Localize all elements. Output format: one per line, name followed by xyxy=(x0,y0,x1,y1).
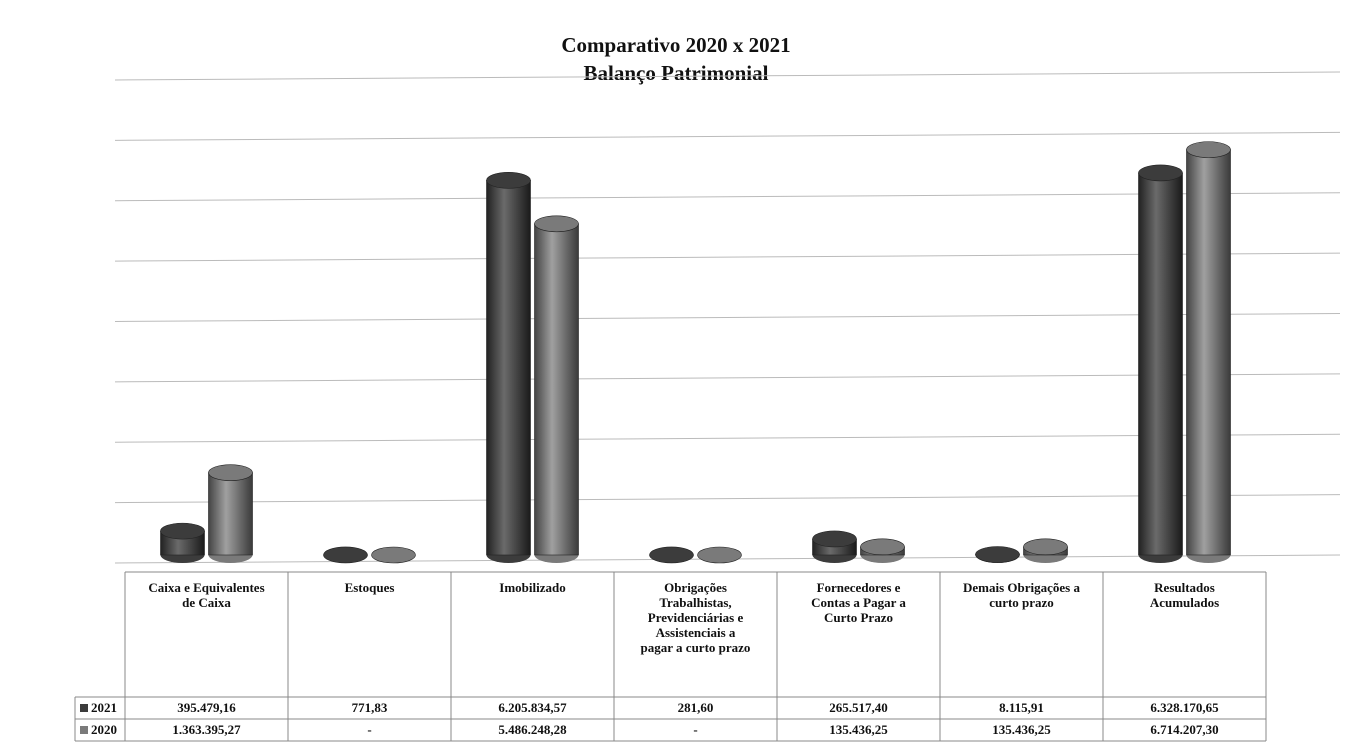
table-cell: 135.436,25 xyxy=(829,722,888,737)
table-cell: 6.714.207,30 xyxy=(1150,722,1218,737)
table-cell: 5.486.248,28 xyxy=(498,722,567,737)
category-label-line: Assistenciais a xyxy=(656,625,736,640)
category-label-line: Imobilizado xyxy=(499,580,565,595)
chart-subtitle: Balanço Patrimonial xyxy=(584,61,769,85)
cylinder-top xyxy=(698,547,742,563)
category-label-line: Contas a Pagar a xyxy=(811,595,906,610)
chart-title: Comparativo 2020 x 2021 xyxy=(561,33,790,57)
table-cell: 8.115,91 xyxy=(999,700,1044,715)
table-cell: 6.328.170,65 xyxy=(1150,700,1219,715)
category-label-line: Fornecedores e xyxy=(817,580,901,595)
legend-label: 2021 xyxy=(91,700,117,715)
chart: Comparativo 2020 x 2021 Balanço Patrimon… xyxy=(0,0,1352,753)
cylinder-top xyxy=(861,539,905,555)
category-label-line: Trabalhistas, xyxy=(659,595,731,610)
cylinder-top xyxy=(535,216,579,232)
bar xyxy=(209,473,253,555)
table-cell: - xyxy=(693,722,697,737)
table-cell: 135.436,25 xyxy=(992,722,1051,737)
category-label-line: Resultados xyxy=(1154,580,1215,595)
category-label-line: Acumulados xyxy=(1150,595,1219,610)
bar xyxy=(535,224,579,555)
cylinder-top xyxy=(209,465,253,481)
table-cell: 265.517,40 xyxy=(829,700,888,715)
bar xyxy=(1139,173,1183,555)
category-label-line: curto prazo xyxy=(989,595,1054,610)
bar xyxy=(1187,150,1231,555)
cylinder-top xyxy=(1139,165,1183,181)
table-cell: 281,60 xyxy=(678,700,714,715)
x-tick-label: Imobilizado xyxy=(499,580,565,595)
legend-swatch xyxy=(80,704,88,712)
cylinder-top xyxy=(487,172,531,188)
x-tick-label: Estoques xyxy=(345,580,395,595)
grid-line xyxy=(115,132,1340,140)
cylinder-top xyxy=(1024,539,1068,555)
category-label-line: Curto Prazo xyxy=(824,610,893,625)
category-label-line: pagar a curto prazo xyxy=(641,640,751,655)
category-label-line: de Caixa xyxy=(182,595,231,610)
category-label-line: Obrigações xyxy=(664,580,727,595)
category-label-line: Previdenciárias e xyxy=(648,610,744,625)
legend-swatch xyxy=(80,726,88,734)
table-cell: 395.479,16 xyxy=(177,700,236,715)
cylinder-top xyxy=(976,547,1020,563)
category-label-line: Demais Obrigações a xyxy=(963,580,1080,595)
table-cell: 771,83 xyxy=(352,700,388,715)
category-label-line: Estoques xyxy=(345,580,395,595)
cylinder-top xyxy=(161,523,205,539)
legend-label: 2020 xyxy=(91,722,117,737)
page: {"chart_data": {"type": "bar3d", "title"… xyxy=(0,0,1352,753)
bar xyxy=(487,180,531,555)
table-cell: 1.363.395,27 xyxy=(172,722,241,737)
table-cell: - xyxy=(367,722,371,737)
cylinder-top xyxy=(324,547,368,563)
cylinder-top xyxy=(813,531,857,547)
cylinder-top xyxy=(372,547,416,563)
category-label-line: Caixa e Equivalentes xyxy=(148,580,264,595)
cylinder-top xyxy=(650,547,694,563)
table-cell: 6.205.834,57 xyxy=(498,700,567,715)
cylinder-top xyxy=(1187,142,1231,158)
